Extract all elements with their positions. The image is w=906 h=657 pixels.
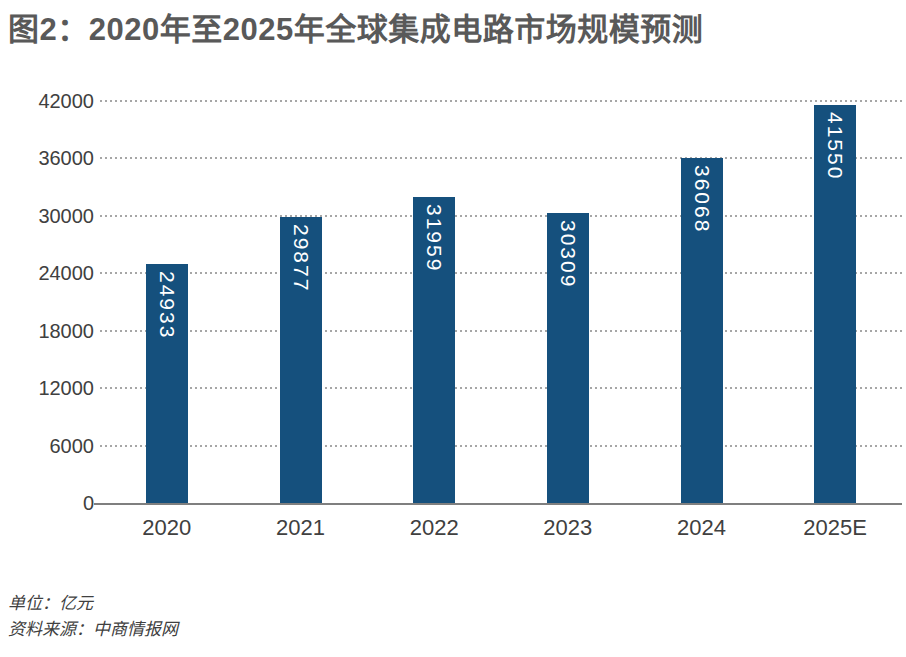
x-axis-tick-label: 2022	[368, 515, 501, 541]
bar-value-label: 31959	[422, 204, 446, 272]
figure-page: 图2：2020年至2025年全球集成电路市场规模预测 2493320202987…	[0, 0, 906, 657]
bar-value-label: 29877	[289, 224, 313, 292]
x-axis-tick-label: 2021	[234, 515, 367, 541]
y-axis-tick-label: 6000	[4, 435, 94, 457]
x-axis-tick-label: 2023	[501, 515, 634, 541]
gridline	[100, 272, 902, 274]
gridline	[100, 387, 902, 389]
y-axis-tick-label: 18000	[4, 320, 94, 342]
x-axis-line	[94, 503, 902, 505]
gridline	[100, 215, 902, 217]
bar-value-label: 24933	[155, 271, 179, 339]
bar: 30309	[547, 213, 589, 503]
source-note: 资料来源：中商情报网	[8, 617, 178, 643]
bar: 29877	[280, 217, 322, 503]
bar: 36068	[681, 158, 723, 503]
bar: 41550	[814, 105, 856, 503]
unit-note: 单位：亿元	[8, 591, 178, 617]
gridline	[100, 157, 902, 159]
x-axis-tick-label: 2024	[635, 515, 768, 541]
gridline	[100, 330, 902, 332]
gridline	[100, 100, 902, 102]
footer-notes: 单位：亿元 资料来源：中商情报网	[8, 591, 178, 643]
y-axis-tick-label: 0	[4, 492, 94, 514]
gridline	[100, 445, 902, 447]
chart-title: 图2：2020年至2025年全球集成电路市场规模预测	[8, 4, 703, 49]
bar: 24933	[146, 264, 188, 503]
x-axis-tick-label: 2025E	[769, 515, 902, 541]
y-axis-tick-label: 12000	[4, 377, 94, 399]
bar-value-label: 30309	[556, 220, 580, 288]
plot-area: 2493320202987720213195920223030920233606…	[100, 101, 902, 503]
y-axis-tick-label: 42000	[4, 90, 94, 112]
y-axis-tick-label: 30000	[4, 205, 94, 227]
bar-value-label: 36068	[690, 165, 714, 233]
y-axis-tick-label: 24000	[4, 262, 94, 284]
bar: 31959	[413, 197, 455, 503]
x-axis-tick-label: 2020	[100, 515, 233, 541]
bar-value-label: 41550	[823, 112, 847, 180]
y-axis-tick-label: 36000	[4, 147, 94, 169]
